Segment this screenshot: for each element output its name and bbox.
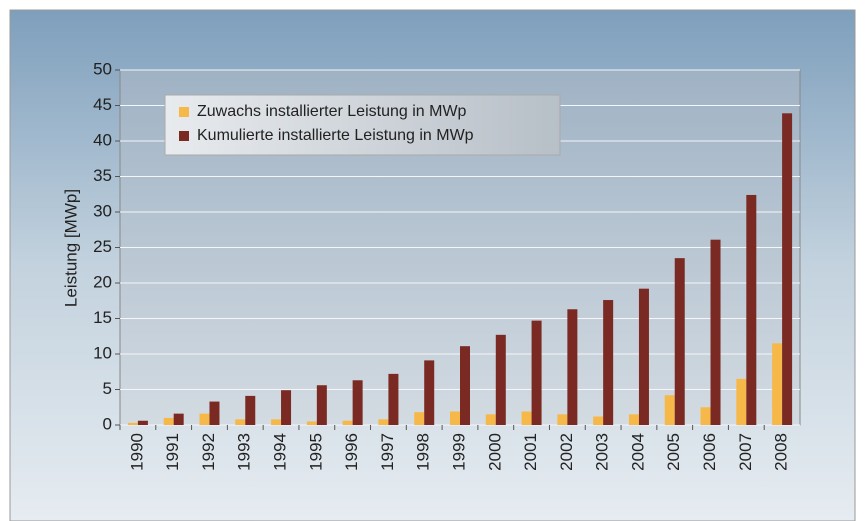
bar bbox=[173, 413, 184, 425]
x-tick-label: 1993 bbox=[235, 433, 254, 471]
x-tick-label: 2005 bbox=[664, 433, 683, 471]
x-tick-label: 1995 bbox=[306, 433, 325, 471]
bar bbox=[424, 360, 435, 425]
bar bbox=[746, 194, 757, 425]
bar bbox=[137, 420, 148, 425]
x-tick-label: 2007 bbox=[736, 433, 755, 471]
bar bbox=[281, 390, 292, 425]
y-tick-label: 30 bbox=[93, 201, 112, 220]
bar bbox=[782, 113, 793, 425]
y-tick-label: 25 bbox=[93, 237, 112, 256]
bar bbox=[628, 414, 639, 425]
bar bbox=[531, 320, 542, 425]
bar bbox=[306, 421, 317, 425]
bar bbox=[495, 334, 506, 425]
x-tick-label: 2002 bbox=[557, 433, 576, 471]
bar bbox=[700, 407, 711, 425]
bar bbox=[245, 395, 256, 425]
legend bbox=[164, 94, 561, 156]
y-tick-label: 10 bbox=[93, 343, 112, 362]
y-tick-label: 35 bbox=[93, 166, 112, 185]
x-tick-label: 1994 bbox=[271, 433, 290, 471]
bar bbox=[460, 346, 470, 425]
bar bbox=[710, 239, 721, 425]
y-tick-label: 5 bbox=[103, 379, 112, 398]
bar bbox=[209, 401, 220, 425]
bar bbox=[736, 378, 747, 425]
x-tick-label: 1997 bbox=[378, 433, 397, 471]
y-tick-label: 15 bbox=[93, 308, 112, 327]
legend-label: Kumulierte installierte Leistung in MWp bbox=[197, 127, 474, 144]
x-tick-label: 2006 bbox=[700, 433, 719, 471]
bar bbox=[388, 373, 399, 425]
bar bbox=[603, 300, 614, 425]
bar bbox=[450, 411, 460, 425]
bar bbox=[378, 419, 389, 425]
bar bbox=[567, 309, 578, 425]
legend-swatch bbox=[179, 131, 189, 141]
bar bbox=[557, 414, 568, 425]
x-tick-label: 2004 bbox=[628, 433, 647, 471]
bar bbox=[271, 419, 282, 425]
bar bbox=[342, 420, 353, 425]
y-tick-label: 40 bbox=[93, 130, 112, 149]
legend-label: Zuwachs installierter Leistung in MWp bbox=[197, 103, 467, 120]
bar bbox=[638, 288, 649, 425]
x-tick-label: 1999 bbox=[449, 433, 468, 471]
bar bbox=[593, 416, 604, 425]
x-tick-label: 1992 bbox=[199, 433, 218, 471]
x-tick-label: 1996 bbox=[342, 433, 361, 471]
bar bbox=[521, 411, 532, 425]
bar bbox=[485, 414, 496, 425]
bar bbox=[163, 417, 174, 425]
y-tick-label: 45 bbox=[93, 95, 112, 114]
bar bbox=[352, 380, 363, 425]
x-tick-label: 1990 bbox=[127, 433, 146, 471]
x-tick-label: 2008 bbox=[772, 433, 791, 471]
bar bbox=[414, 412, 425, 425]
x-tick-label: 1998 bbox=[414, 433, 433, 471]
bar bbox=[199, 413, 210, 425]
bar bbox=[674, 258, 685, 425]
y-tick-label: 50 bbox=[93, 59, 112, 78]
y-axis-label: Leistung [MWp] bbox=[61, 189, 80, 307]
legend-swatch bbox=[179, 107, 189, 117]
x-tick-label: 2000 bbox=[485, 433, 504, 471]
x-tick-label: 1991 bbox=[163, 433, 182, 471]
y-tick-label: 20 bbox=[93, 272, 112, 291]
x-tick-label: 2003 bbox=[593, 433, 612, 471]
bar bbox=[127, 422, 138, 425]
x-tick-label: 2001 bbox=[521, 433, 540, 471]
y-tick-label: 0 bbox=[103, 414, 112, 433]
bar bbox=[235, 419, 246, 425]
bar bbox=[316, 385, 327, 425]
bar bbox=[664, 395, 675, 425]
bar bbox=[772, 343, 783, 425]
